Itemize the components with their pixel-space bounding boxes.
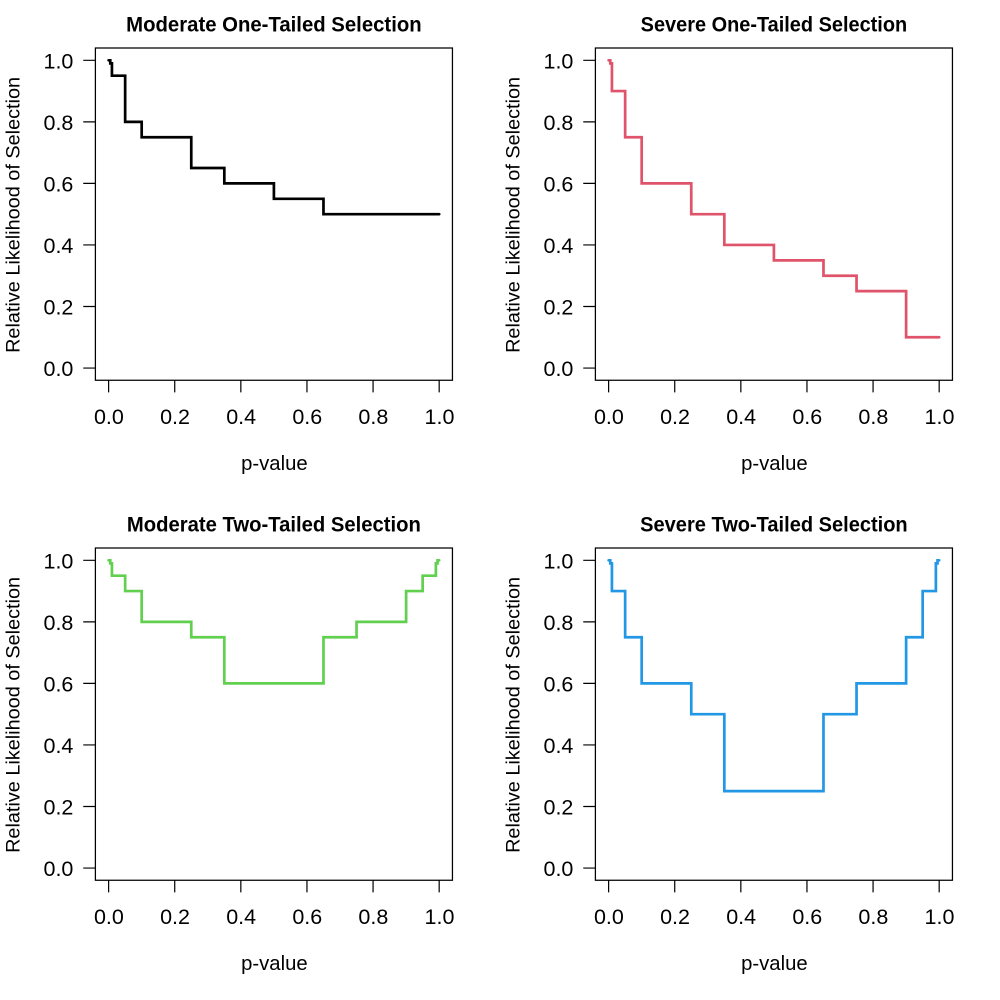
svg-text:0.4: 0.4 xyxy=(726,405,756,429)
svg-text:0.8: 0.8 xyxy=(544,111,574,135)
svg-text:Relative Likelihood of Selecti: Relative Likelihood of Selection xyxy=(3,577,25,853)
svg-text:0.6: 0.6 xyxy=(544,173,574,197)
svg-text:0.6: 0.6 xyxy=(544,673,574,697)
svg-text:1.0: 1.0 xyxy=(544,49,574,73)
svg-text:p-value: p-value xyxy=(741,453,808,475)
svg-text:Moderate Two-Tailed Selection: Moderate Two-Tailed Selection xyxy=(127,512,421,537)
svg-text:Severe One-Tailed Selection: Severe One-Tailed Selection xyxy=(641,12,908,37)
svg-text:0.6: 0.6 xyxy=(792,905,822,929)
svg-text:1.0: 1.0 xyxy=(425,405,455,429)
svg-text:Moderate One-Tailed Selection: Moderate One-Tailed Selection xyxy=(126,12,422,37)
svg-text:0.2: 0.2 xyxy=(160,405,190,429)
svg-text:Relative Likelihood of Selecti: Relative Likelihood of Selection xyxy=(3,77,25,353)
svg-text:0.2: 0.2 xyxy=(160,905,190,929)
svg-text:0.6: 0.6 xyxy=(44,673,74,697)
svg-text:0.0: 0.0 xyxy=(544,857,574,881)
svg-text:1.0: 1.0 xyxy=(425,905,455,929)
svg-text:1.0: 1.0 xyxy=(44,49,74,73)
svg-text:0.2: 0.2 xyxy=(44,796,74,820)
svg-text:0.2: 0.2 xyxy=(660,405,690,429)
svg-text:0.6: 0.6 xyxy=(792,405,822,429)
svg-text:0.4: 0.4 xyxy=(226,405,256,429)
svg-text:0.4: 0.4 xyxy=(44,734,74,758)
svg-text:0.4: 0.4 xyxy=(544,734,574,758)
svg-text:0.2: 0.2 xyxy=(544,296,574,320)
svg-text:Severe Two-Tailed Selection: Severe Two-Tailed Selection xyxy=(640,512,908,537)
svg-text:0.8: 0.8 xyxy=(858,405,888,429)
svg-text:0.0: 0.0 xyxy=(94,405,124,429)
svg-text:0.2: 0.2 xyxy=(544,796,574,820)
svg-text:1.0: 1.0 xyxy=(925,905,955,929)
svg-text:p-value: p-value xyxy=(241,453,308,475)
svg-text:0.8: 0.8 xyxy=(358,405,388,429)
svg-text:0.8: 0.8 xyxy=(358,905,388,929)
svg-text:0.8: 0.8 xyxy=(544,611,574,635)
svg-text:1.0: 1.0 xyxy=(544,549,574,573)
svg-text:1.0: 1.0 xyxy=(44,549,74,573)
svg-text:0.0: 0.0 xyxy=(544,357,574,381)
svg-text:0.6: 0.6 xyxy=(292,405,322,429)
svg-text:0.6: 0.6 xyxy=(44,173,74,197)
svg-text:0.0: 0.0 xyxy=(44,357,74,381)
svg-text:0.4: 0.4 xyxy=(726,905,756,929)
svg-text:0.4: 0.4 xyxy=(226,905,256,929)
svg-text:p-value: p-value xyxy=(241,953,308,975)
svg-text:0.0: 0.0 xyxy=(594,905,624,929)
svg-text:0.4: 0.4 xyxy=(44,234,74,258)
svg-text:0.4: 0.4 xyxy=(544,234,574,258)
svg-text:0.6: 0.6 xyxy=(292,905,322,929)
svg-text:p-value: p-value xyxy=(741,953,808,975)
svg-text:0.0: 0.0 xyxy=(94,905,124,929)
svg-text:0.0: 0.0 xyxy=(44,857,74,881)
svg-text:0.2: 0.2 xyxy=(44,296,74,320)
svg-text:0.2: 0.2 xyxy=(660,905,690,929)
svg-text:0.8: 0.8 xyxy=(44,611,74,635)
svg-text:Relative Likelihood of Selecti: Relative Likelihood of Selection xyxy=(503,77,525,353)
svg-text:0.0: 0.0 xyxy=(594,405,624,429)
svg-text:Relative Likelihood of Selecti: Relative Likelihood of Selection xyxy=(503,577,525,853)
svg-text:0.8: 0.8 xyxy=(44,111,74,135)
svg-text:0.8: 0.8 xyxy=(858,905,888,929)
svg-text:1.0: 1.0 xyxy=(925,405,955,429)
